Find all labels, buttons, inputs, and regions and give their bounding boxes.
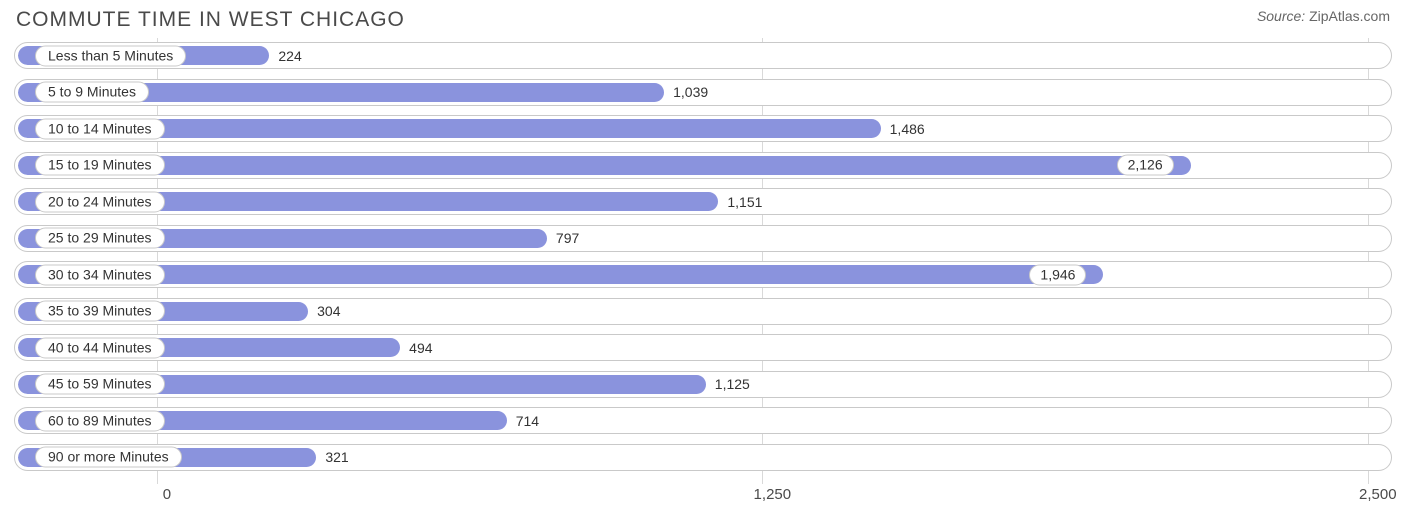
commute-chart: COMMUTE TIME IN WEST CHICAGO Source: Zip… bbox=[0, 0, 1406, 522]
bar-row: 60 to 89 Minutes 714 bbox=[14, 407, 1392, 434]
chart-title: COMMUTE TIME IN WEST CHICAGO bbox=[16, 8, 405, 32]
category-label: 10 to 14 Minutes bbox=[35, 118, 165, 139]
value-label: 714 bbox=[516, 413, 539, 429]
bar-track bbox=[18, 119, 1388, 138]
bar-row: 5 to 9 Minutes 1,039 bbox=[14, 79, 1392, 106]
category-label: 20 to 24 Minutes bbox=[35, 191, 165, 212]
bar-track bbox=[18, 302, 1388, 321]
x-axis-tick: 0 bbox=[163, 486, 171, 503]
bar-track bbox=[18, 265, 1388, 284]
category-label: 5 to 9 Minutes bbox=[35, 82, 149, 103]
x-axis-tick: 1,250 bbox=[754, 486, 792, 503]
value-label: 1,946 bbox=[1029, 264, 1086, 285]
value-label: 1,151 bbox=[727, 194, 762, 210]
category-label: 90 or more Minutes bbox=[35, 447, 182, 468]
chart-header: COMMUTE TIME IN WEST CHICAGO Source: Zip… bbox=[10, 8, 1396, 38]
x-axis: 0 1,250 2,500 bbox=[10, 480, 1396, 510]
bar-fill bbox=[18, 156, 1191, 175]
value-label: 494 bbox=[409, 340, 432, 356]
category-label: 45 to 59 Minutes bbox=[35, 374, 165, 395]
value-label: 1,486 bbox=[890, 121, 925, 137]
bar-track bbox=[18, 192, 1388, 211]
bar-track bbox=[18, 229, 1388, 248]
bar-track bbox=[18, 448, 1388, 467]
value-label: 797 bbox=[556, 230, 579, 246]
bar-row: 40 to 44 Minutes 494 bbox=[14, 334, 1392, 361]
category-label: 60 to 89 Minutes bbox=[35, 410, 165, 431]
bar-track bbox=[18, 46, 1388, 65]
value-label: 2,126 bbox=[1117, 155, 1174, 176]
value-label: 1,125 bbox=[715, 376, 750, 392]
category-label: 40 to 44 Minutes bbox=[35, 337, 165, 358]
bar-track bbox=[18, 375, 1388, 394]
category-label: 25 to 29 Minutes bbox=[35, 228, 165, 249]
bar-row: Less than 5 Minutes 224 bbox=[14, 42, 1392, 69]
value-label: 321 bbox=[325, 449, 348, 465]
bar-row: 25 to 29 Minutes 797 bbox=[14, 225, 1392, 252]
value-label: 224 bbox=[278, 48, 301, 64]
value-label: 304 bbox=[317, 303, 340, 319]
bar-row: 90 or more Minutes 321 bbox=[14, 444, 1392, 471]
bars-area: Less than 5 Minutes 224 5 to 9 Minutes 1,03… bbox=[10, 38, 1396, 471]
bar-track bbox=[18, 156, 1388, 175]
source-label: Source: bbox=[1257, 8, 1305, 24]
bar-track bbox=[18, 338, 1388, 357]
category-label: 35 to 39 Minutes bbox=[35, 301, 165, 322]
bar-fill bbox=[18, 265, 1103, 284]
bar-row: 45 to 59 Minutes 1,125 bbox=[14, 371, 1392, 398]
bar-row: 15 to 19 Minutes 2,126 bbox=[14, 152, 1392, 179]
chart-source: Source: ZipAtlas.com bbox=[1257, 8, 1390, 24]
category-label: 15 to 19 Minutes bbox=[35, 155, 165, 176]
bar-row: 35 to 39 Minutes 304 bbox=[14, 298, 1392, 325]
source-value: ZipAtlas.com bbox=[1309, 8, 1390, 24]
bar-row: 20 to 24 Minutes 1,151 bbox=[14, 188, 1392, 215]
category-label: Less than 5 Minutes bbox=[35, 45, 186, 66]
bar-track bbox=[18, 411, 1388, 430]
bar-row: 10 to 14 Minutes 1,486 bbox=[14, 115, 1392, 142]
category-label: 30 to 34 Minutes bbox=[35, 264, 165, 285]
bar-row: 30 to 34 Minutes 1,946 bbox=[14, 261, 1392, 288]
x-axis-tick: 2,500 bbox=[1359, 486, 1397, 503]
value-label: 1,039 bbox=[673, 84, 708, 100]
